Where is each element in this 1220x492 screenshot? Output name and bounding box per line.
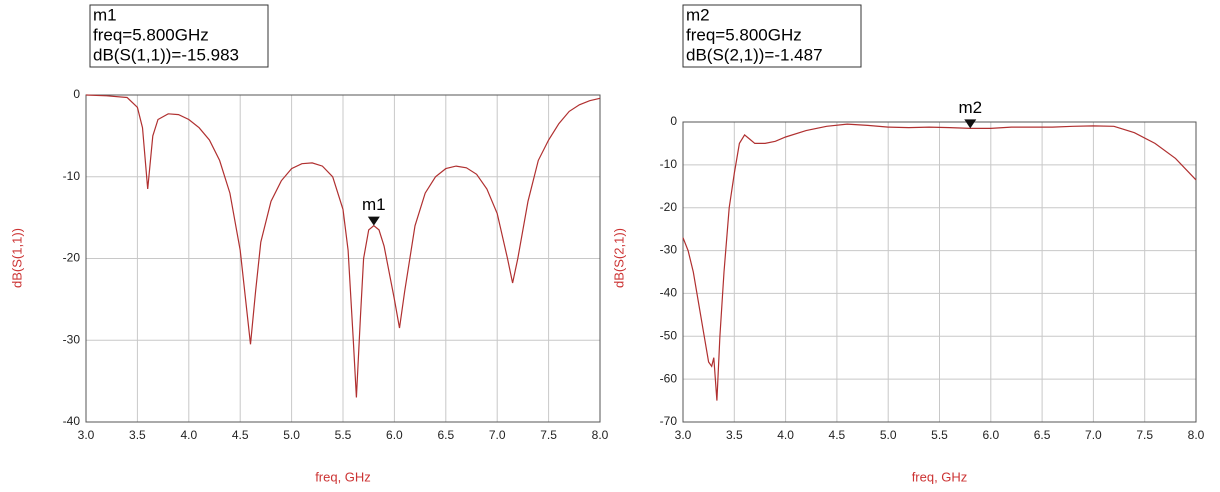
y-tick-label: -60	[660, 371, 678, 385]
x-tick-label: 7.0	[489, 428, 506, 442]
marker-box-line: dB(S(2,1))=-1.487	[686, 45, 823, 64]
x-tick-label: 6.0	[982, 428, 999, 442]
x-tick-label: 8.0	[592, 428, 609, 442]
marker-label: m1	[362, 195, 386, 214]
x-tick-label: 3.0	[78, 428, 95, 442]
x-tick-label: 3.5	[129, 428, 146, 442]
marker-box-line: freq=5.800GHz	[686, 25, 802, 44]
x-tick-label: 3.0	[675, 428, 692, 442]
marker-box-line: dB(S(1,1))=-15.983	[93, 45, 239, 64]
y-tick-label: -70	[660, 414, 678, 428]
marker-box	[89, 4, 269, 68]
data-line	[682, 123, 1197, 401]
x-tick-label: 4.0	[777, 428, 794, 442]
x-tick-label: 7.5	[1136, 428, 1153, 442]
y-tick-label: -10	[63, 169, 81, 183]
x-tick-label: 8.0	[1188, 428, 1205, 442]
marker-box-line: m1	[93, 5, 117, 24]
y-axis-label: dB(S(1,1))	[9, 228, 24, 288]
y-tick-label: -10	[660, 157, 678, 171]
marker-box-line: m2	[686, 5, 710, 24]
plot-frame	[85, 94, 601, 423]
y-tick-label: 0	[670, 114, 677, 128]
y-tick-label: -20	[660, 200, 678, 214]
data-line	[85, 94, 601, 398]
y-tick-label: -40	[63, 414, 81, 428]
x-tick-label: 4.0	[180, 428, 197, 442]
y-axis-label: dB(S(2,1))	[611, 228, 626, 288]
marker-box	[682, 4, 862, 68]
y-tick-label: -40	[660, 286, 678, 300]
x-tick-label: 6.5	[437, 428, 454, 442]
x-tick-label: 7.5	[540, 428, 557, 442]
x-tick-label: 6.0	[386, 428, 403, 442]
marker	[964, 119, 977, 129]
y-tick-label: 0	[73, 87, 80, 101]
y-tick-label: -20	[63, 251, 81, 265]
plot-frame	[682, 121, 1197, 423]
x-tick-label: 5.0	[880, 428, 897, 442]
x-axis-label: freq, GHz	[315, 469, 371, 484]
marker-box-line: freq=5.800GHz	[93, 25, 209, 44]
x-tick-label: 5.5	[931, 428, 948, 442]
y-tick-label: -30	[660, 243, 678, 257]
x-tick-label: 4.5	[829, 428, 846, 442]
x-tick-label: 5.0	[283, 428, 300, 442]
x-tick-label: 5.5	[335, 428, 352, 442]
y-tick-label: -30	[63, 332, 81, 346]
x-tick-label: 4.5	[232, 428, 249, 442]
x-axis-label: freq, GHz	[912, 469, 968, 484]
y-tick-label: -50	[660, 328, 678, 342]
x-tick-label: 7.0	[1085, 428, 1102, 442]
x-tick-label: 6.5	[1034, 428, 1051, 442]
x-tick-label: 3.5	[726, 428, 743, 442]
marker-label: m2	[958, 98, 982, 117]
marker	[367, 216, 380, 226]
